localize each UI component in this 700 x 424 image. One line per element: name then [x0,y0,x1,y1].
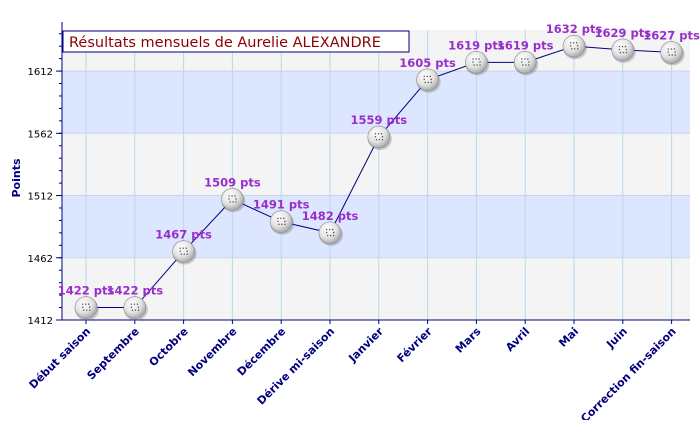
data-point-marker [562,34,587,60]
x-tick-label: Mai [556,325,581,350]
x-tick-label: Octobre [147,325,191,369]
x-tick-label: Décembre [235,325,289,379]
data-point-marker [416,68,441,93]
x-tick-label: Septembre [85,325,142,382]
data-label: 1509 pts [204,175,261,189]
y-tick-label: 1462 [28,254,53,265]
x-tick-label: Avril [503,325,532,354]
data-point-marker [465,51,490,76]
data-point-marker [611,38,636,63]
y-tick-label: 1612 [28,67,53,78]
data-label: 1422 pts [107,284,164,298]
data-point-marker [269,210,295,235]
data-point-marker [660,41,685,66]
data-label: 1491 pts [253,198,310,212]
x-tick-label: Novembre [185,325,239,379]
x-tick-label: Juin [603,325,630,352]
x-tick-label: Mars [453,325,484,356]
data-point-marker [74,296,99,321]
y-tick-label: 1512 [28,192,53,203]
x-tick-label: Janvier [345,325,386,366]
data-label: 1627 pts [643,28,700,42]
title-box: Résultats mensuels de Aurelie ALEXANDRE [62,30,410,53]
data-label: 1632 pts [546,22,603,36]
data-point-marker [123,296,148,321]
data-point-marker [221,187,246,213]
data-label: 1619 pts [497,38,554,52]
x-tick-label: Début saison [27,325,94,392]
y-tick-label: 1562 [28,129,53,140]
plot-band [62,71,690,134]
data-label: 1422 pts [58,284,115,298]
data-point-marker [172,240,197,265]
data-point-marker [513,51,539,76]
y-axis-label: Points [10,158,23,197]
plot-band [62,195,690,258]
data-label: 1467 pts [155,228,212,242]
data-label: 1619 pts [448,38,505,52]
x-tick-label: Correction fin-saison [578,325,678,420]
plot-band [62,257,690,320]
data-point-marker [318,221,343,246]
y-tick-label: 1412 [28,316,53,327]
data-label: 1482 pts [302,209,359,223]
x-tick-label: Février [395,325,436,366]
chart-title: Résultats mensuels de Aurelie ALEXANDRE [69,35,381,51]
data-point-marker [367,125,392,151]
data-label: 1605 pts [399,56,456,70]
data-label: 1629 pts [595,26,652,40]
data-label: 1559 pts [351,113,408,127]
